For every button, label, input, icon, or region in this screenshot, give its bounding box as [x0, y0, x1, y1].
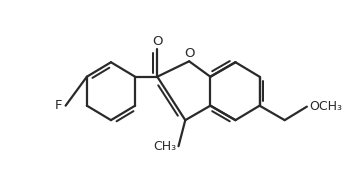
Text: F: F — [54, 99, 62, 112]
Text: O: O — [184, 47, 194, 60]
Text: O: O — [152, 35, 163, 48]
Text: CH₃: CH₃ — [154, 140, 176, 153]
Text: OCH₃: OCH₃ — [309, 100, 342, 113]
